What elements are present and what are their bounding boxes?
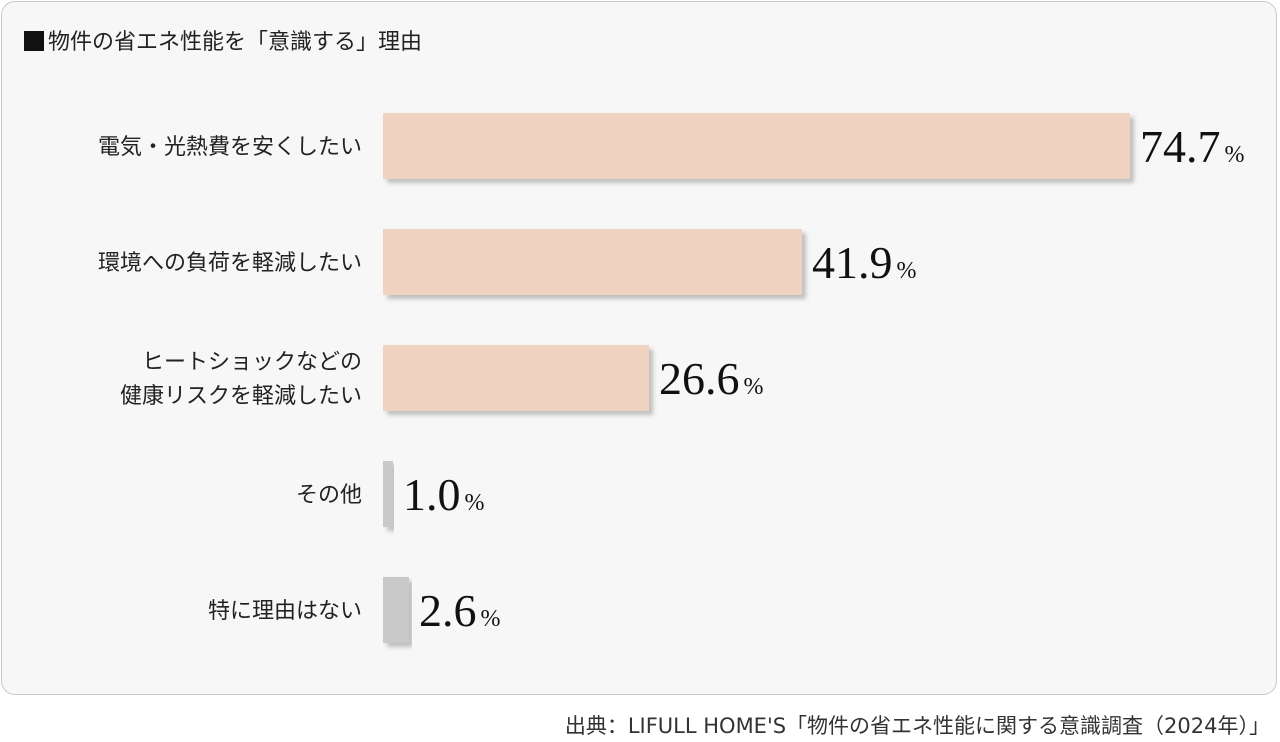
value-label: 74.7% <box>1140 121 1245 172</box>
value-label: 2.6% <box>419 585 501 636</box>
square-bullet-icon <box>24 31 44 51</box>
category-label: 特に理由はない <box>208 599 362 624</box>
chart-title: 物件の省エネ性能を「意識する」理由 <box>24 24 422 56</box>
category-label: その他 <box>296 483 362 508</box>
value-label: 41.9% <box>812 237 917 288</box>
chart-title-text: 物件の省エネ性能を「意識する」理由 <box>48 30 423 55</box>
value-label: 1.0% <box>403 469 485 520</box>
category-label: 電気・光熱費を安くしたい <box>98 135 362 160</box>
bar <box>383 577 409 643</box>
bar <box>383 229 802 295</box>
source-note: 出典：LIFULL HOME'S「物件の省エネ性能に関する意識調査（2024年）… <box>564 714 1270 738</box>
category-label: ヒートショックなどの健康リスクを軽減したい <box>120 350 362 409</box>
bar <box>383 113 1130 179</box>
bar-chart: 電気・光熱費を安くしたい 74.7 % 環境への負荷を軽減したい 41.9 % ヒートショッ… <box>98 113 1245 643</box>
bar <box>383 345 649 411</box>
category-label: 環境への負荷を軽減したい <box>98 251 362 276</box>
value-label: 26.6% <box>659 353 764 404</box>
bar <box>383 461 393 527</box>
